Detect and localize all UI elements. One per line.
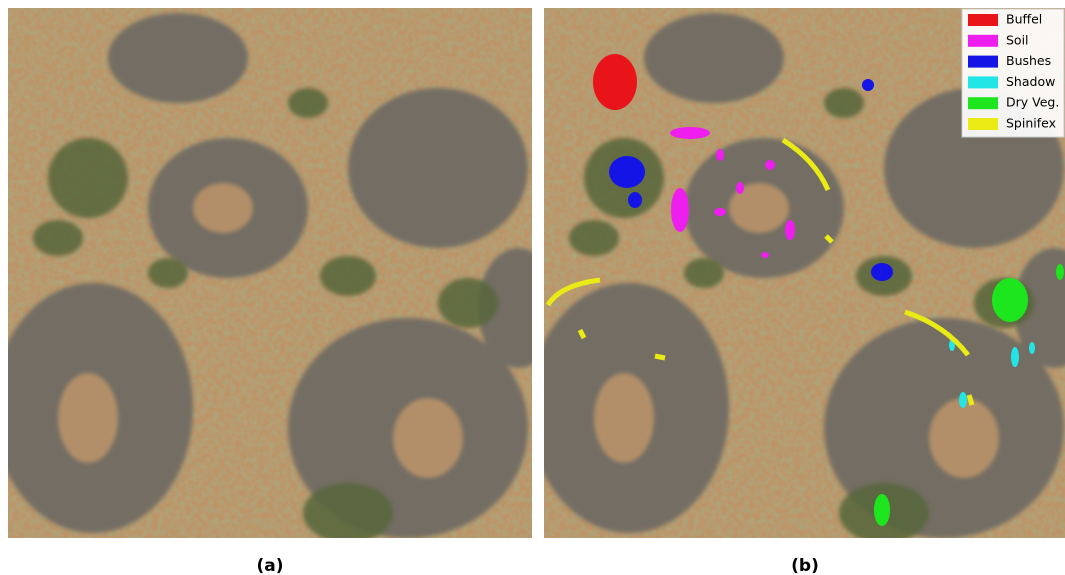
legend-label: Soil (1006, 32, 1029, 47)
legend-swatch (968, 97, 998, 109)
legend-label: Bushes (1006, 53, 1051, 68)
legend-label: Spinifex (1006, 116, 1056, 131)
panel-caption: (b) (791, 556, 819, 575)
legend-swatch (968, 14, 998, 26)
legend: Buffel Soil Bushes Shadow Dry Veg. Spinifex (962, 9, 1064, 137)
figure: Buffel Soil Bushes Shadow Dry Veg. Spinifex (… (0, 0, 1065, 575)
page: {"figure": { "panels": [{"label": "(a)"}… (0, 0, 1065, 575)
panel-caption: (a) (256, 556, 283, 575)
legend-label: Dry Veg. (1006, 95, 1059, 110)
legend-swatch (968, 76, 998, 88)
legend-swatch (968, 56, 998, 68)
aerial-image-a (0, 8, 558, 543)
legend-swatch (968, 35, 998, 47)
legend-label: Buffel (1006, 12, 1042, 27)
legend-label: Shadow (1006, 74, 1055, 89)
legend-swatch (968, 118, 998, 130)
